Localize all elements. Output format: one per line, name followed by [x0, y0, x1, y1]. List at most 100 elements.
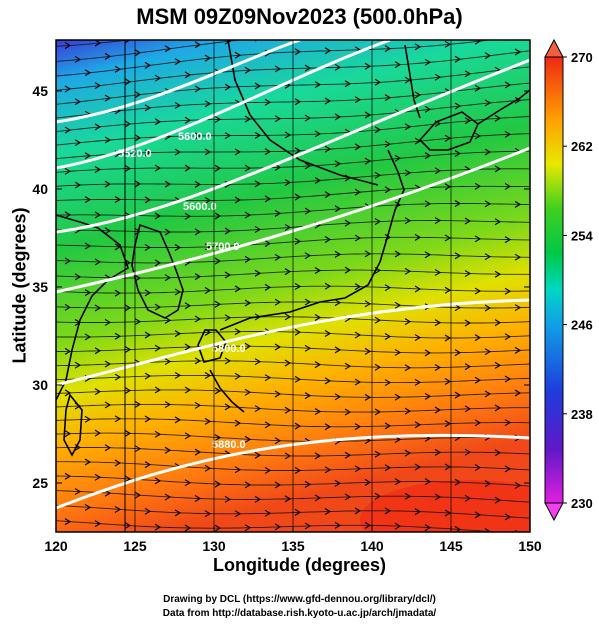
wind-arrowhead [174, 509, 182, 517]
wind-arrowhead [234, 466, 242, 474]
lon-tick-label: 140 [360, 538, 384, 554]
wind-arrowhead [274, 523, 282, 531]
wind-arrowhead [164, 401, 172, 409]
wind-arrowhead [324, 282, 332, 290]
wind-arrowhead [414, 233, 422, 241]
wind-arrowhead [504, 419, 512, 427]
wind-arrowhead [84, 196, 92, 204]
wind-arrowhead [74, 273, 82, 281]
wind-arrowhead [444, 420, 452, 428]
wind-arrowhead [124, 304, 132, 312]
wind-arrowhead [414, 91, 422, 99]
wind-arrowhead [364, 62, 372, 70]
wind-arrowhead [204, 243, 212, 251]
wind-arrowhead [304, 64, 312, 72]
wind-arrowhead [384, 140, 392, 148]
wind-arrowhead [114, 373, 122, 381]
wind-arrowhead [144, 149, 152, 157]
wind-arrowhead [245, 21, 250, 27]
wind-arrowhead [134, 49, 142, 57]
wind-arrowhead [414, 43, 422, 51]
wind-arrowhead [514, 253, 522, 261]
wind-arrowhead [484, 200, 492, 208]
wind-arrowhead [164, 228, 172, 236]
wind-arrowhead [134, 274, 142, 282]
wind-arrowhead [194, 357, 202, 365]
wind-arrowhead [374, 492, 382, 500]
wind-arrowhead [334, 113, 342, 121]
wind-arrowhead [444, 40, 452, 48]
wind-arrowhead [454, 478, 462, 486]
wind-arrowhead [294, 328, 302, 336]
wind-arrowhead [74, 488, 82, 496]
wind-arrowhead [94, 40, 102, 47]
wind-arrowhead [104, 401, 112, 409]
wind-arrowhead [84, 458, 92, 466]
wind-arrowhead [154, 74, 162, 82]
wind-arrowhead [304, 522, 312, 530]
wind-arrowhead [354, 96, 362, 104]
wind-arrowhead [154, 212, 162, 220]
wind-arrowhead [464, 117, 472, 125]
lon-tick-label: 125 [123, 538, 147, 554]
wind-arrowhead [334, 393, 342, 401]
colorbar: 270 262 254 246 238 230 [544, 38, 593, 522]
wind-arrowhead [64, 347, 72, 355]
contour-label: 5880.0 [212, 439, 246, 451]
wind-arrowhead [434, 167, 442, 175]
wind-arrowhead [504, 81, 512, 89]
wind-arrowhead [424, 349, 432, 357]
wind-arrowhead [94, 304, 102, 312]
wind-arrowhead [494, 319, 502, 327]
wind-arrowhead [254, 131, 262, 139]
wind-arrowhead [464, 494, 472, 502]
wind-arrowhead [264, 509, 272, 517]
lon-tick-label: 130 [202, 538, 226, 554]
wind-arrowhead [234, 510, 242, 518]
sakhalin-coast [404, 44, 421, 119]
wind-arrowhead [234, 372, 242, 380]
wind-arrowhead [344, 80, 352, 88]
wind-arrowhead [484, 304, 492, 312]
wind-arrowhead [504, 465, 512, 473]
wind-arrowhead [374, 450, 382, 458]
wind-arrowhead [454, 391, 462, 399]
wind-arrowhead [104, 318, 112, 326]
wind-arrowhead [464, 405, 472, 413]
wind-arrowhead [454, 304, 462, 312]
wind-arrowhead [275, 18, 280, 24]
wind-arrowhead [324, 191, 332, 199]
wind-arrowhead [404, 267, 412, 275]
wind-arrowhead [114, 289, 122, 297]
wind-arrowhead [144, 104, 152, 112]
wind-arrowhead [474, 182, 482, 190]
colorbar-tick-label: 270 [571, 50, 593, 65]
wind-arrowhead [244, 524, 252, 532]
wind-arrowhead [164, 446, 172, 454]
wind-arrowhead [344, 266, 352, 274]
honshu-coast [219, 149, 405, 331]
wind-arrowhead [374, 171, 382, 179]
wind-arrowhead [354, 234, 362, 242]
wind-arrowhead [184, 386, 192, 394]
wind-arrowhead [454, 150, 462, 157]
wind-arrowhead [494, 361, 502, 369]
wind-arrowhead [174, 101, 182, 109]
wind-arrowhead [124, 346, 132, 354]
wind-arrowhead [254, 269, 262, 277]
wind-arrowhead [114, 332, 122, 340]
wind-arrowhead [294, 282, 302, 290]
wind-arrowhead [244, 299, 252, 307]
wind-arrowhead [214, 257, 222, 265]
wind-arrowhead [184, 116, 192, 124]
wind-arrowhead [364, 157, 372, 165]
lon-tick-label: 120 [44, 538, 68, 554]
wind-arrowhead [185, 29, 190, 35]
wind-arrowhead [74, 98, 82, 106]
wind-arrowhead [424, 524, 432, 532]
wind-arrowhead [324, 97, 332, 105]
wind-arrowhead [194, 85, 202, 93]
wind-arrowhead [124, 120, 132, 128]
colorbar-top-triangle [544, 38, 564, 58]
